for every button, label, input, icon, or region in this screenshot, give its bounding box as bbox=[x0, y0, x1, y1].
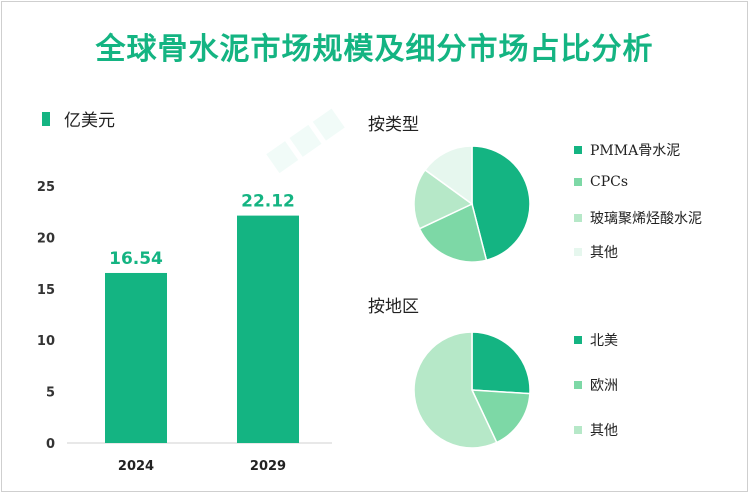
pie-slice-region-1 bbox=[470, 389, 531, 444]
region-pie-chart bbox=[413, 331, 531, 449]
legend-item: 北美 bbox=[574, 330, 618, 350]
legend-swatch bbox=[574, 426, 582, 434]
legend-label: 玻璃聚烯烃酸水泥 bbox=[590, 211, 702, 227]
region-section-title: 按地区 bbox=[368, 297, 419, 317]
legend-label: 其他 bbox=[590, 245, 618, 261]
legend-label: 其他 bbox=[590, 423, 618, 439]
y-tick-label: 25 bbox=[37, 180, 55, 195]
y-tick-label: 0 bbox=[46, 437, 55, 452]
x-tick-label: 2029 bbox=[250, 459, 286, 474]
unit-legend-swatch bbox=[42, 111, 50, 126]
legend-label: PMMA骨水泥 bbox=[590, 143, 681, 159]
legend-item: 欧洲 bbox=[574, 375, 618, 395]
y-tick-label: 5 bbox=[46, 386, 55, 401]
unit-legend: 亿美元 bbox=[42, 106, 115, 131]
legend-item: 其他 bbox=[574, 242, 618, 262]
legend-swatch bbox=[574, 214, 582, 222]
legend-swatch bbox=[574, 178, 582, 186]
type-section-title: 按类型 bbox=[368, 115, 419, 135]
legend-item: PMMA骨水泥 bbox=[574, 140, 680, 160]
pie-slice-type-3 bbox=[424, 145, 473, 206]
pie-slice-type-2 bbox=[413, 168, 474, 230]
legend-swatch bbox=[574, 381, 582, 389]
unit-label: 亿美元 bbox=[64, 111, 115, 131]
x-tick-label: 2024 bbox=[118, 459, 154, 474]
legend-item: 玻璃聚烯烃酸水泥 bbox=[574, 208, 702, 228]
legend-swatch bbox=[574, 336, 582, 344]
y-tick-label: 20 bbox=[37, 231, 55, 246]
bar-2024 bbox=[105, 272, 167, 443]
pie-slice-type-1 bbox=[418, 202, 488, 263]
legend-label: 北美 bbox=[590, 333, 618, 349]
legend-swatch bbox=[574, 248, 582, 256]
pie-slice-region-0 bbox=[471, 331, 531, 395]
type-pie-chart bbox=[413, 145, 531, 263]
legend-item: 其他 bbox=[574, 420, 618, 440]
y-tick-label: 10 bbox=[37, 334, 55, 349]
pie-slice-type-0 bbox=[471, 145, 531, 262]
legend-item: CPCs bbox=[574, 174, 628, 190]
pie-slice-region-2 bbox=[413, 331, 498, 449]
y-tick-label: 15 bbox=[37, 283, 55, 298]
bar-2029 bbox=[237, 215, 299, 443]
legend-label: 欧洲 bbox=[590, 378, 618, 394]
legend-label: CPCs bbox=[590, 174, 629, 190]
page-title: 全球骨水泥市场规模及细分市场占比分析 bbox=[95, 32, 654, 67]
bar-value-label: 16.54 bbox=[109, 249, 163, 269]
bar-value-label: 22.12 bbox=[241, 192, 295, 212]
legend-swatch bbox=[574, 146, 582, 154]
